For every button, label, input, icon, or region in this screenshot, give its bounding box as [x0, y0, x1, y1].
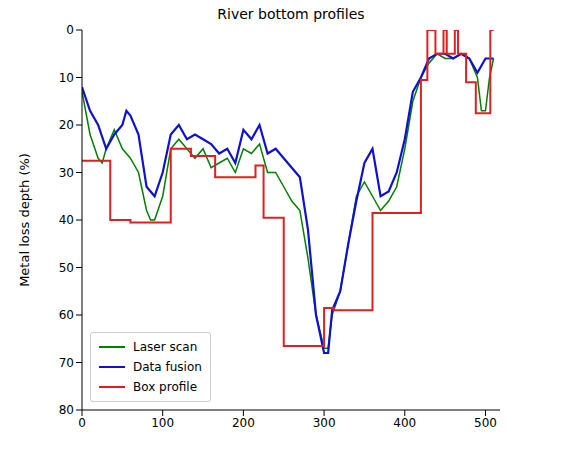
svg-text:100: 100	[151, 416, 174, 430]
svg-text:0: 0	[66, 23, 74, 37]
svg-text:30: 30	[59, 166, 74, 180]
html-text:Box profile: Box profile	[133, 380, 197, 394]
svg-text:0: 0	[78, 416, 86, 430]
html-text:River bottom profiles: River bottom profiles	[217, 6, 365, 22]
svg-text:400: 400	[393, 416, 416, 430]
svg-text:80: 80	[59, 403, 74, 417]
svg-text:20: 20	[59, 118, 74, 132]
svg-text:50: 50	[59, 261, 74, 275]
html-text:Data fusion: Data fusion	[133, 360, 202, 374]
svg-text:500: 500	[474, 416, 497, 430]
html-text:Laser scan: Laser scan	[133, 340, 198, 354]
svg-text:Metal loss depth (%): Metal loss depth (%)	[17, 153, 32, 287]
svg-text:300: 300	[313, 416, 336, 430]
svg-text:60: 60	[59, 308, 74, 322]
svg-text:10: 10	[59, 71, 74, 85]
svg-text:40: 40	[59, 213, 74, 227]
svg-text:200: 200	[232, 416, 255, 430]
svg-text:70: 70	[59, 356, 74, 370]
